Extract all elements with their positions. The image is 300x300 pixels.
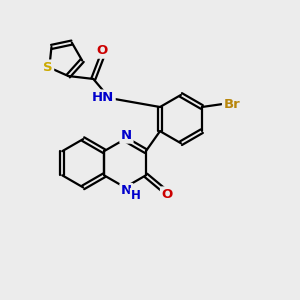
Text: Br: Br — [224, 98, 240, 111]
Text: O: O — [97, 44, 108, 57]
Text: O: O — [161, 188, 173, 201]
Text: H: H — [131, 189, 141, 202]
Text: HN: HN — [92, 91, 114, 104]
Text: N: N — [121, 129, 132, 142]
Text: N: N — [121, 184, 132, 197]
Text: S: S — [43, 61, 53, 74]
